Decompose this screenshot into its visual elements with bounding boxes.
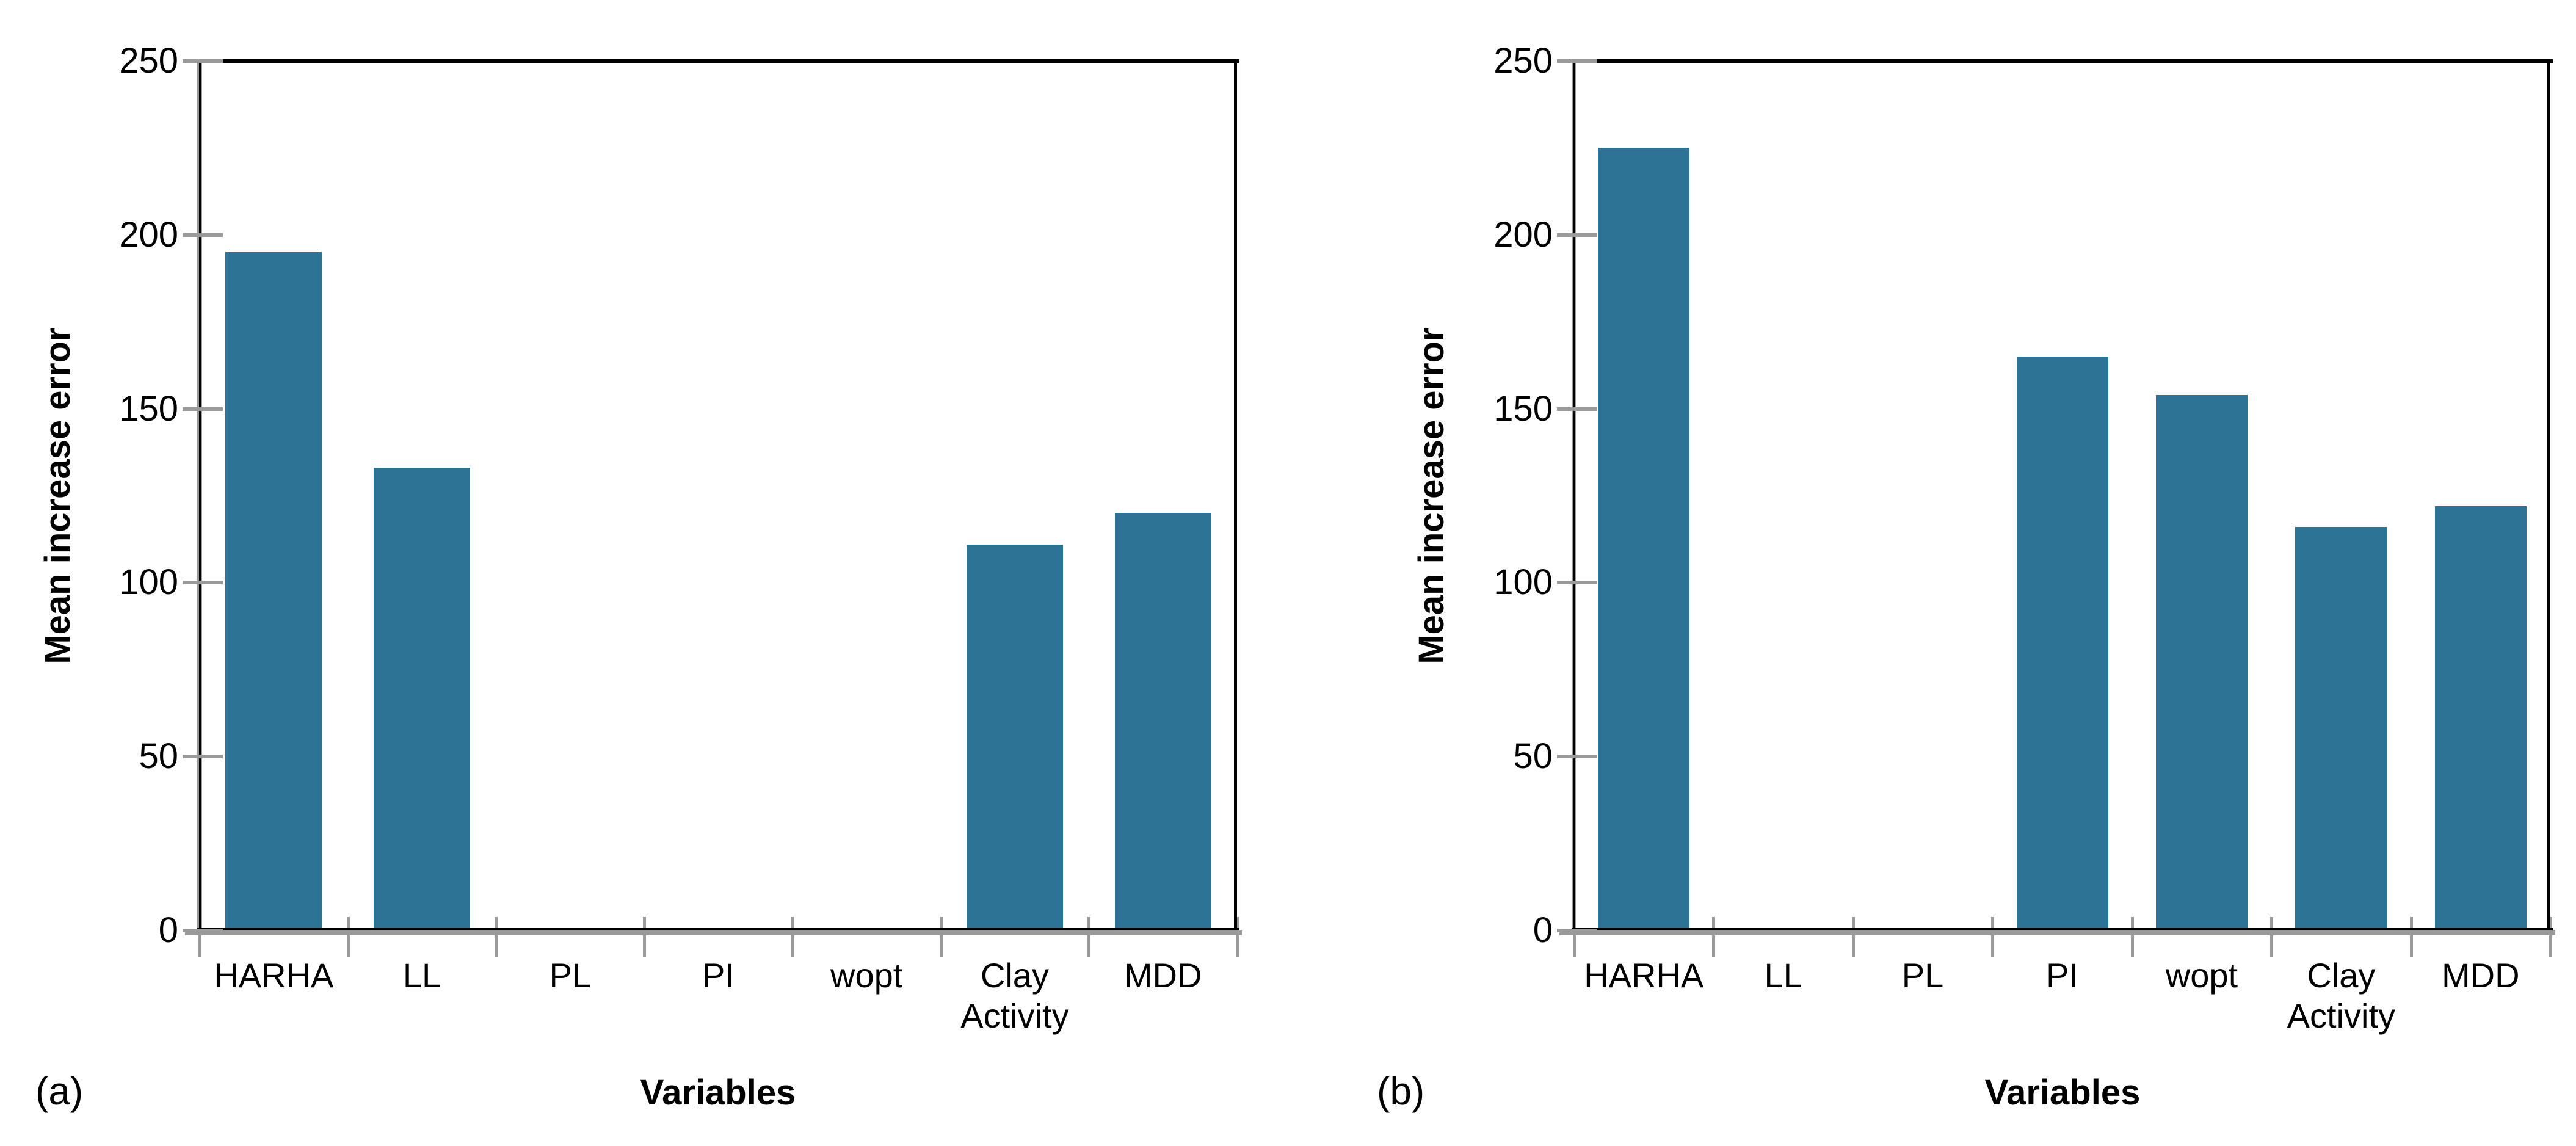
plot-border-right	[1234, 59, 1237, 935]
y-tick-label: 50	[1513, 736, 1553, 777]
y-tick-label: 250	[119, 41, 178, 81]
y-tick-mark	[1557, 233, 1597, 237]
y-tick-mark	[183, 929, 223, 932]
x-category-label: HARHA	[214, 956, 334, 995]
x-tick-mark	[1236, 917, 1239, 957]
y-tick-label: 0	[1533, 910, 1553, 950]
x-tick-mark	[1851, 917, 1855, 957]
x-category-label: PL	[549, 956, 592, 995]
x-category-label: PI	[702, 956, 735, 995]
x-axis-line-gray	[1559, 930, 2555, 935]
y-tick-label: 100	[119, 562, 178, 603]
bar-mdd	[1114, 513, 1211, 934]
x-category-label: PI	[2046, 956, 2078, 995]
bar-ll	[374, 468, 471, 934]
y-tick-label: 50	[139, 736, 178, 777]
y-axis-title: Mean increase error	[1412, 327, 1451, 664]
x-tick-mark	[643, 917, 647, 957]
x-category-label: LL	[402, 956, 441, 995]
x-axis-title: Variables	[640, 1073, 796, 1112]
y-tick-mark	[183, 407, 223, 411]
bar-wopt	[2155, 394, 2248, 934]
x-tick-mark	[1573, 917, 1576, 957]
x-tick-mark	[2409, 917, 2413, 957]
x-category-label: MDD	[1123, 956, 1202, 995]
panel-label-b: (b)	[1377, 1069, 1425, 1113]
x-tick-mark	[1712, 917, 1716, 957]
y-tick-label: 0	[158, 910, 178, 950]
y-tick-label: 200	[119, 214, 178, 255]
plot-border-top	[1572, 59, 2553, 63]
x-tick-mark	[1087, 917, 1091, 957]
x-tick-mark	[1991, 917, 1995, 957]
x-axis-line-gray	[185, 930, 1242, 935]
x-tick-mark	[198, 917, 201, 957]
bar-clay-activity	[2295, 527, 2387, 934]
x-category-label: HARHA	[1584, 956, 1704, 995]
plot-border-right	[2547, 59, 2550, 935]
x-category-label: MDD	[2442, 956, 2520, 995]
x-tick-mark	[346, 917, 350, 957]
bar-harha	[1598, 148, 1690, 934]
x-tick-mark	[791, 917, 794, 957]
bar-pi	[2016, 357, 2108, 934]
y-tick-label: 250	[1493, 41, 1553, 81]
y-tick-mark	[1557, 929, 1597, 932]
bar-harha	[225, 252, 322, 934]
x-tick-mark	[2270, 917, 2274, 957]
x-axis-title: Variables	[1984, 1073, 2141, 1112]
x-category-label: Clay Activity	[2287, 956, 2396, 1035]
x-category-label: wopt	[2165, 956, 2238, 995]
x-tick-mark	[2130, 917, 2134, 957]
y-tick-label: 100	[1493, 562, 1553, 603]
y-tick-mark	[183, 581, 223, 585]
x-axis-line	[197, 928, 1239, 930]
x-tick-mark	[2549, 917, 2552, 957]
y-tick-label: 150	[119, 388, 178, 429]
y-tick-mark	[183, 59, 223, 63]
panel-label-a: (a)	[35, 1069, 84, 1113]
y-tick-label: 150	[1493, 388, 1553, 429]
bar-mdd	[2434, 506, 2527, 934]
x-tick-mark	[939, 917, 943, 957]
y-tick-mark	[183, 233, 223, 237]
x-category-label: LL	[1764, 956, 1802, 995]
y-tick-mark	[183, 755, 223, 759]
y-tick-mark	[1557, 755, 1597, 759]
y-axis-line	[199, 61, 201, 935]
y-tick-mark	[1557, 581, 1597, 585]
x-axis-line	[1572, 928, 2553, 930]
x-category-label: wopt	[830, 956, 903, 995]
x-tick-mark	[495, 917, 498, 957]
y-tick-label: 200	[1493, 214, 1553, 255]
x-category-label: Clay Activity	[960, 956, 1069, 1035]
plot-border-top	[197, 59, 1239, 63]
y-tick-mark	[1557, 59, 1597, 63]
y-axis-line	[1573, 61, 1575, 935]
bar-clay-activity	[966, 544, 1063, 934]
y-axis-title: Mean increase error	[38, 327, 78, 664]
y-tick-mark	[1557, 407, 1597, 411]
x-category-label: PL	[1901, 956, 1944, 995]
